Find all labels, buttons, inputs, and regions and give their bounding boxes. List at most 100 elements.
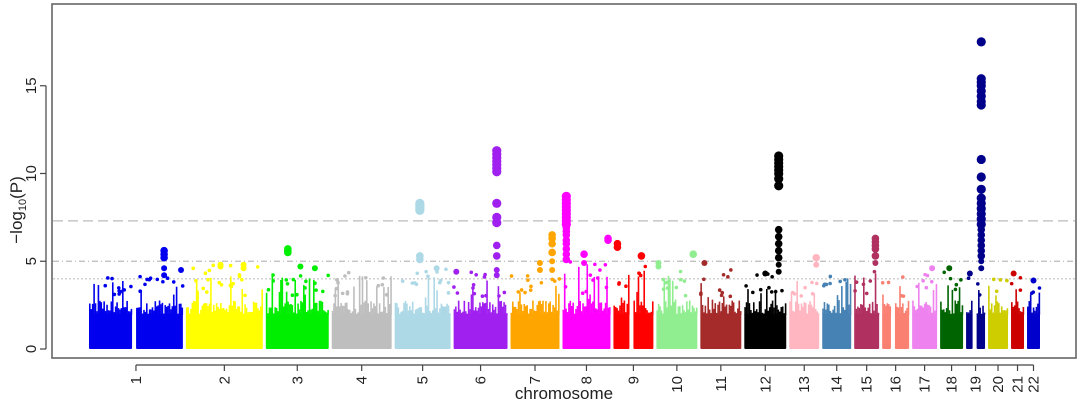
point-column xyxy=(514,306,517,315)
point-column xyxy=(370,301,372,315)
snp-point xyxy=(824,282,829,287)
point-cloud-base xyxy=(1027,313,1040,349)
point-column xyxy=(546,312,549,315)
point-column xyxy=(247,312,249,315)
point-column xyxy=(119,309,121,315)
point-column xyxy=(781,306,784,315)
peak-point xyxy=(762,270,769,277)
point-column xyxy=(89,303,91,315)
point-column xyxy=(101,308,104,315)
point-column xyxy=(931,312,933,315)
point-column xyxy=(690,312,692,315)
snp-point xyxy=(853,289,857,293)
point-column xyxy=(122,281,124,315)
point-column xyxy=(659,306,661,315)
point-column xyxy=(365,280,368,315)
point-column xyxy=(364,300,367,315)
peak-point xyxy=(977,236,986,244)
point-column xyxy=(237,306,239,315)
point-column xyxy=(406,303,408,315)
point-column xyxy=(198,313,201,315)
point-column xyxy=(390,276,392,315)
point-column xyxy=(430,312,433,315)
snp-point xyxy=(203,271,208,276)
point-column xyxy=(473,310,476,315)
point-column xyxy=(207,306,209,315)
point-column xyxy=(848,304,850,315)
point-column xyxy=(318,300,321,315)
point-column xyxy=(587,298,590,315)
point-column xyxy=(707,297,710,315)
snp-point xyxy=(237,274,242,279)
peak-point xyxy=(217,263,224,270)
peak-point xyxy=(978,258,985,265)
peak-point xyxy=(774,225,783,234)
peak-point xyxy=(775,268,782,275)
snp-point xyxy=(643,264,648,269)
point-column xyxy=(224,310,226,315)
peak-point xyxy=(871,245,880,253)
point-column xyxy=(537,301,540,315)
y-axis-title: −log10(P) xyxy=(7,176,29,244)
point-column xyxy=(999,312,1002,315)
snp-point xyxy=(165,276,170,280)
point-column xyxy=(474,307,477,315)
point-column xyxy=(763,313,765,315)
snp-point xyxy=(954,282,959,287)
point-column xyxy=(287,301,289,315)
chromosome-6-points xyxy=(452,270,508,349)
point-column xyxy=(680,313,682,315)
point-column xyxy=(948,310,951,315)
point-column xyxy=(992,312,994,315)
point-column xyxy=(780,307,783,315)
point-column xyxy=(923,303,926,315)
snp-point xyxy=(452,285,456,289)
point-column xyxy=(427,276,430,315)
point-column xyxy=(103,301,105,315)
point-column xyxy=(347,309,350,315)
point-column xyxy=(355,313,358,315)
point-column xyxy=(802,306,804,315)
point-column xyxy=(784,303,787,315)
point-column xyxy=(678,306,681,315)
point-column xyxy=(360,304,362,315)
point-column xyxy=(126,300,128,315)
point-column xyxy=(755,309,758,315)
point-column xyxy=(254,302,256,315)
x-axis-title: chromosome xyxy=(515,384,613,403)
snp-point xyxy=(129,284,133,289)
point-column xyxy=(144,311,147,315)
peak-point xyxy=(548,239,556,248)
snp-point xyxy=(284,278,289,282)
point-cloud-base xyxy=(265,313,329,349)
point-column xyxy=(599,302,601,315)
point-column xyxy=(419,307,421,315)
chromosome-10-points xyxy=(656,269,698,349)
point-column xyxy=(607,307,610,315)
point-column xyxy=(155,306,158,315)
x-tick-label: 14 xyxy=(829,376,846,393)
point-column xyxy=(307,310,309,315)
point-column xyxy=(340,303,342,315)
point-column xyxy=(793,311,796,315)
snp-point xyxy=(814,281,819,286)
point-column xyxy=(195,279,198,315)
peak-chr9 xyxy=(637,252,646,260)
point-column xyxy=(533,310,536,315)
snp-point xyxy=(901,275,905,279)
point-column xyxy=(484,302,487,315)
peak-chr17 xyxy=(929,265,936,272)
peak-point xyxy=(549,267,556,274)
x-tick-label: 16 xyxy=(888,376,905,393)
peak-chr3 xyxy=(311,265,318,272)
point-column xyxy=(873,310,875,315)
point-column xyxy=(111,282,114,315)
point-column xyxy=(593,276,596,315)
point-column xyxy=(411,301,414,315)
point-column xyxy=(197,290,199,315)
point-column xyxy=(187,307,189,315)
point-column xyxy=(747,289,749,315)
point-column xyxy=(896,306,898,315)
point-column xyxy=(568,303,570,315)
peak-point xyxy=(562,231,571,239)
